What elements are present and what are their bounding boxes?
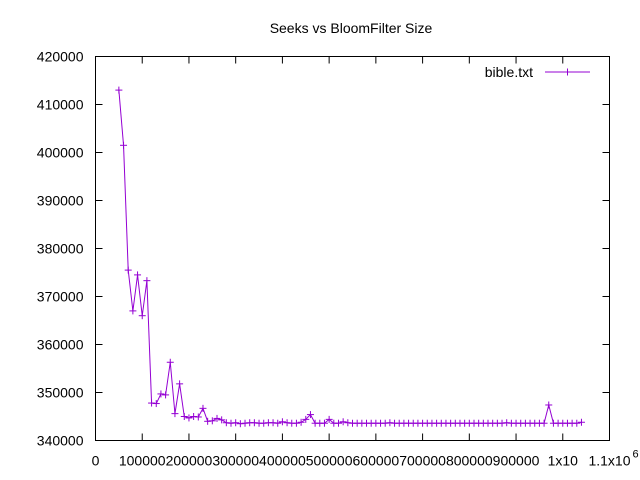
data-point bbox=[325, 415, 333, 423]
data-point bbox=[176, 380, 184, 388]
data-point bbox=[339, 418, 347, 426]
series-layer bbox=[115, 86, 585, 428]
x-tick-exponent: 6 bbox=[633, 449, 639, 461]
y-tick-label: 370000 bbox=[37, 289, 84, 305]
y-tick-label: 380000 bbox=[37, 241, 84, 257]
data-point bbox=[157, 390, 165, 398]
legend: bible.txt bbox=[485, 64, 590, 80]
data-point bbox=[120, 141, 128, 149]
data-point bbox=[302, 415, 310, 423]
data-point bbox=[573, 419, 581, 427]
data-point bbox=[278, 418, 286, 426]
series-line bbox=[118, 90, 582, 425]
y-tick-label: 350000 bbox=[37, 385, 84, 401]
y-tick-label: 360000 bbox=[37, 337, 84, 353]
y-tick-label: 400000 bbox=[37, 145, 84, 161]
data-point bbox=[208, 417, 216, 425]
data-point bbox=[213, 414, 221, 422]
x-tick-label: 400000 bbox=[259, 453, 306, 469]
x-tick-label: 1x10 bbox=[548, 453, 579, 469]
data-point bbox=[232, 419, 240, 427]
data-point bbox=[115, 86, 123, 94]
y-tick-label: 410000 bbox=[37, 97, 84, 113]
y-tick-label: 420000 bbox=[37, 49, 84, 65]
x-tick-label: 800000 bbox=[446, 453, 493, 469]
data-point bbox=[194, 413, 202, 421]
data-point bbox=[297, 418, 305, 426]
data-point bbox=[274, 419, 282, 427]
data-point bbox=[134, 271, 142, 279]
y-tick-label: 390000 bbox=[37, 193, 84, 209]
x-tick-label: 700000 bbox=[399, 453, 446, 469]
x-tick-label: 0 bbox=[92, 453, 100, 469]
x-tick-label: 500000 bbox=[306, 453, 353, 469]
data-point bbox=[540, 419, 548, 427]
data-point bbox=[185, 414, 193, 422]
data-point bbox=[306, 411, 314, 419]
data-point bbox=[577, 418, 585, 426]
data-point bbox=[152, 400, 160, 408]
data-point bbox=[129, 307, 137, 315]
data-point bbox=[171, 410, 179, 418]
y-tick-label: 340000 bbox=[37, 433, 84, 449]
data-point bbox=[166, 358, 174, 366]
legend-marker bbox=[564, 68, 571, 76]
data-point bbox=[162, 391, 170, 399]
x-tick-label: 200000 bbox=[166, 453, 213, 469]
x-tick-label: 600000 bbox=[353, 453, 400, 469]
x-tick-label: 300000 bbox=[212, 453, 259, 469]
x-tick-label: 1.1x10 bbox=[588, 453, 630, 469]
data-point bbox=[320, 419, 328, 427]
data-point bbox=[334, 419, 342, 427]
x-axis: 0 100000 200000 300000 400000 500000 600000 700… bbox=[92, 56, 631, 469]
data-point bbox=[124, 266, 132, 274]
data-point bbox=[180, 413, 188, 420]
data-point bbox=[138, 312, 146, 320]
data-point bbox=[292, 419, 300, 427]
x-tick-label: 100000 bbox=[119, 453, 166, 469]
y-axis: 340000 350000 360000 370000 380000 390000 4000… bbox=[37, 49, 610, 449]
data-point bbox=[545, 401, 553, 409]
x-tick-label: 900000 bbox=[493, 453, 540, 469]
legend-label: bible.txt bbox=[485, 64, 533, 80]
data-point bbox=[143, 277, 151, 285]
data-point bbox=[218, 416, 226, 424]
chart-title: Seeks vs BloomFilter Size bbox=[270, 20, 433, 36]
data-point bbox=[199, 404, 207, 412]
